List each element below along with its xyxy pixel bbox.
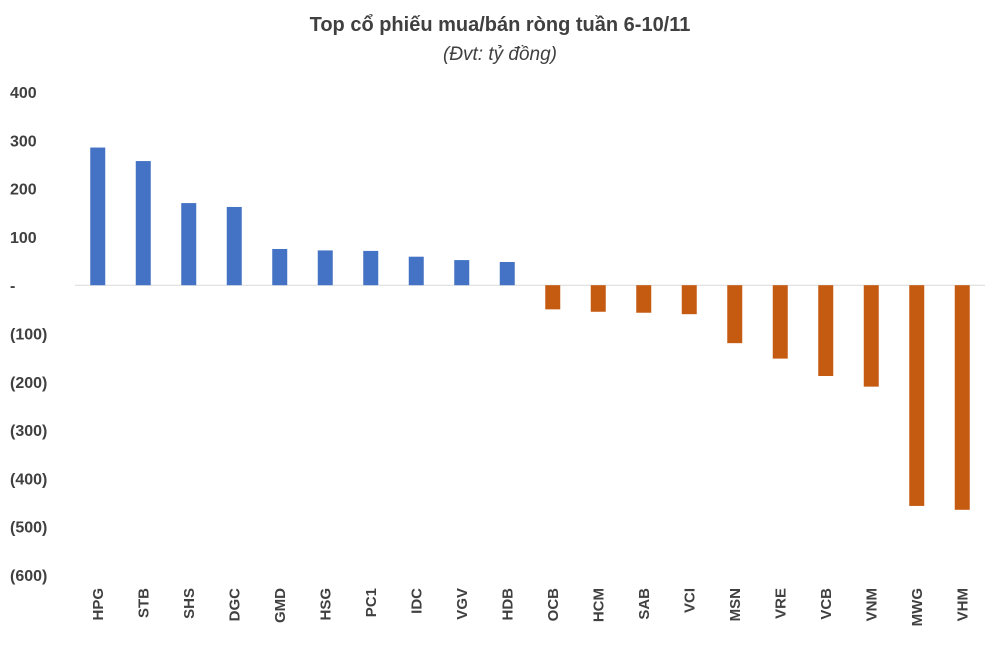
bar-hdb [499,262,515,286]
x-tick-label-shs: SHS [181,588,198,619]
chart-subtitle: (Đvt: tỷ đồng) [442,44,558,65]
y-tick-label: 100 [10,230,37,247]
bar-mwg [909,285,925,506]
x-tick-label-mwg: MWG [909,588,926,626]
x-tick-label-vgv: VGV [454,588,471,620]
x-tick-label-idc: IDC [408,588,425,614]
x-tick-label-gmd: GMD [272,588,289,623]
bar-shs [181,203,197,286]
bar-hsg [317,250,333,286]
x-tick-label-hsg: HSG [317,588,334,621]
bar-stb [135,161,151,286]
x-tick-label-vci: VCI [681,588,698,613]
x-tick-label-sab: SAB [636,588,653,620]
bar-vcb [818,285,834,377]
bar-sab [636,285,652,313]
bar-vnm [863,285,879,387]
y-tick-label: (200) [10,375,47,392]
x-tick-label-dgc: DGC [226,588,243,622]
bar-vci [681,285,697,315]
x-tick-label-hdb: HDB [499,588,516,621]
bar-hpg [90,147,106,286]
y-tick-label: (400) [10,471,47,488]
bar-hcm [590,285,606,312]
bar-gmd [272,248,288,286]
y-tick-label: 400 [10,85,37,102]
y-tick-label: (600) [10,568,47,585]
bar-ocb [545,285,561,310]
y-tick-label: 200 [10,182,37,199]
bar-dgc [226,206,242,286]
x-tick-label-vcb: VCB [818,588,835,620]
y-tick-label: (500) [10,520,47,537]
x-tick-label-pc1: PC1 [363,588,380,617]
bar-pc1 [363,250,379,286]
bar-msn [727,285,743,344]
x-tick-label-hpg: HPG [90,588,107,621]
x-tick-label-vre: VRE [772,588,789,619]
chart-title: Top cổ phiếu mua/bán ròng tuần 6-10/11 [309,14,691,36]
x-tick-label-msn: MSN [727,588,744,621]
y-tick-label: 300 [10,133,37,150]
x-tick-label-hcm: HCM [590,588,607,622]
bar-vhm [954,285,970,510]
bar-vgv [454,260,470,286]
x-tick-label-vhm: VHM [954,588,971,621]
x-tick-label-vnm: VNM [863,588,880,621]
y-tick-label: (100) [10,327,47,344]
x-tick-label-stb: STB [135,588,152,618]
bar-vre [772,285,788,359]
y-tick-label: (300) [10,423,47,440]
y-tick-label: - [10,278,15,295]
bar-idc [408,256,424,286]
x-tick-label-ocb: OCB [545,588,562,622]
